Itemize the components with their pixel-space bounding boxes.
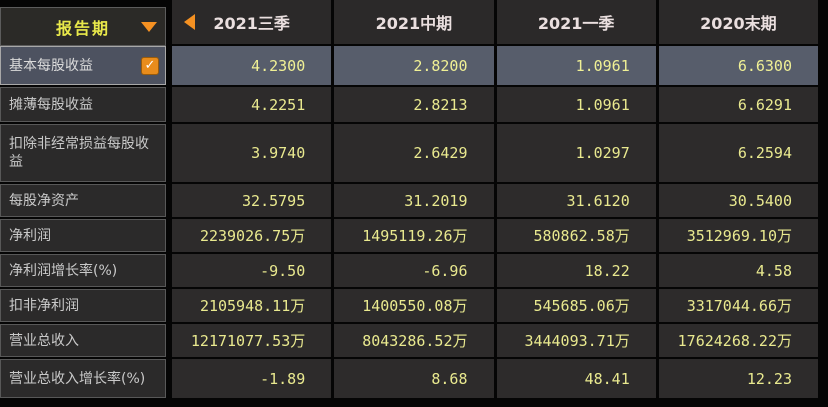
table-cell: 3444093.71万 <box>496 324 656 357</box>
table-cell: 545685.06万 <box>496 289 656 322</box>
table-cell: 17624268.22万 <box>658 324 818 357</box>
sidebar-item-label: 净利润增长率(%) <box>9 262 118 279</box>
report-period-label: 报告期 <box>55 18 110 38</box>
table-cell: 8.68 <box>334 359 494 398</box>
table-cell: 1495119.26万 <box>334 219 494 252</box>
sidebar-item-label: 基本每股收益 <box>9 57 93 74</box>
sidebar-item-total-revenue[interactable]: 营业总收入 <box>0 324 166 357</box>
sidebar-item-net-profit[interactable]: 净利润 <box>0 219 166 252</box>
column-header-label: 2020末期 <box>700 14 777 33</box>
table-cell: -9.50 <box>172 254 332 287</box>
table-row: 4.2300 2.8200 1.0961 6.6300 <box>172 46 818 85</box>
table-row: -9.50 -6.96 18.22 4.58 <box>172 254 818 287</box>
table-row: 32.5795 31.2019 31.6120 30.5400 <box>172 184 818 217</box>
column-header-2020fy: 2020末期 <box>658 0 818 44</box>
sidebar-item-label: 净利润 <box>9 227 51 244</box>
table-cell: 4.2300 <box>172 46 332 85</box>
column-header-2021q1: 2021一季 <box>496 0 656 44</box>
sidebar-item-net-assets-per-share[interactable]: 每股净资产 <box>0 184 166 217</box>
table-cell: 1400550.08万 <box>334 289 494 322</box>
table-row: -1.89 8.68 48.41 12.23 <box>172 359 818 398</box>
table-row: 3.9740 2.6429 1.0297 6.2594 <box>172 124 818 182</box>
table-cell: 30.5400 <box>658 184 818 217</box>
table-cell: 2105948.11万 <box>172 289 332 322</box>
sidebar-item-net-profit-excl-nonrecurring[interactable]: 扣非净利润 <box>0 289 166 322</box>
table-cell: 580862.58万 <box>496 219 656 252</box>
table-row: 4.2251 2.8213 1.0961 6.6291 <box>172 87 818 122</box>
table-cell: 32.5795 <box>172 184 332 217</box>
table-cell: 48.41 <box>496 359 656 398</box>
dropdown-arrow-icon[interactable] <box>141 22 157 32</box>
table-cell: 3.9740 <box>172 124 332 182</box>
table-cell: 12.23 <box>658 359 818 398</box>
table-cell: -1.89 <box>172 359 332 398</box>
sidebar-item-label: 营业总收入 <box>9 332 79 349</box>
table-cell: 2.8213 <box>334 87 494 122</box>
table-cell: -6.96 <box>334 254 494 287</box>
column-header-2021q3: 2021三季 <box>172 0 332 44</box>
column-header-label: 2021中期 <box>375 14 453 33</box>
table-header-row: 2021三季 2021中期 2021一季 2020末期 <box>172 0 818 44</box>
table-cell: 1.0297 <box>496 124 656 182</box>
sidebar-items: 基本每股收益 ✓ 摊薄每股收益 扣除非经常损益每股收益 每股净资产 净利润 净利… <box>0 46 166 400</box>
table-row: 2105948.11万 1400550.08万 545685.06万 33170… <box>172 289 818 322</box>
table-cell: 4.2251 <box>172 87 332 122</box>
sidebar-item-label: 营业总收入增长率(%) <box>9 370 146 387</box>
table-cell: 31.6120 <box>496 184 656 217</box>
table-row: 12171077.53万 8043286.52万 3444093.71万 176… <box>172 324 818 357</box>
sidebar-item-label: 扣除非经常损益每股收益 <box>9 136 149 170</box>
sidebar-item-basic-eps[interactable]: 基本每股收益 ✓ <box>0 46 166 85</box>
table-cell: 3317044.66万 <box>658 289 818 322</box>
prev-period-arrow-icon[interactable] <box>184 14 195 30</box>
table-cell: 8043286.52万 <box>334 324 494 357</box>
checkbox-checked-icon[interactable]: ✓ <box>141 56 159 75</box>
sidebar-item-eps-excl-nonrecurring[interactable]: 扣除非经常损益每股收益 <box>0 124 166 182</box>
table-cell: 2.8200 <box>334 46 494 85</box>
table-cell: 18.22 <box>496 254 656 287</box>
check-mark-icon: ✓ <box>144 58 156 73</box>
table-cell: 6.6291 <box>658 87 818 122</box>
sidebar-item-diluted-eps[interactable]: 摊薄每股收益 <box>0 87 166 122</box>
column-header-2021h1: 2021中期 <box>334 0 494 44</box>
table-cell: 6.6300 <box>658 46 818 85</box>
column-header-label: 2021三季 <box>213 14 290 33</box>
sidebar-item-total-revenue-growth[interactable]: 营业总收入增长率(%) <box>0 359 166 398</box>
table-cell: 3512969.10万 <box>658 219 818 252</box>
data-table: 2021三季 2021中期 2021一季 2020末期 4.2300 2.820… <box>172 0 818 398</box>
sidebar-item-label: 摊薄每股收益 <box>9 96 93 113</box>
table-cell: 6.2594 <box>658 124 818 182</box>
table-cell: 1.0961 <box>496 87 656 122</box>
table-cell: 12171077.53万 <box>172 324 332 357</box>
sidebar-item-label: 每股净资产 <box>9 192 79 209</box>
sidebar-item-label: 扣非净利润 <box>9 297 79 314</box>
table-cell: 4.58 <box>658 254 818 287</box>
report-period-header[interactable]: 报告期 <box>0 7 166 46</box>
table-cell: 31.2019 <box>334 184 494 217</box>
sidebar-item-net-profit-growth[interactable]: 净利润增长率(%) <box>0 254 166 287</box>
table-cell: 2.6429 <box>334 124 494 182</box>
table-row: 2239026.75万 1495119.26万 580862.58万 35129… <box>172 219 818 252</box>
column-header-label: 2021一季 <box>537 14 615 33</box>
table-cell: 1.0961 <box>496 46 656 85</box>
table-cell: 2239026.75万 <box>172 219 332 252</box>
